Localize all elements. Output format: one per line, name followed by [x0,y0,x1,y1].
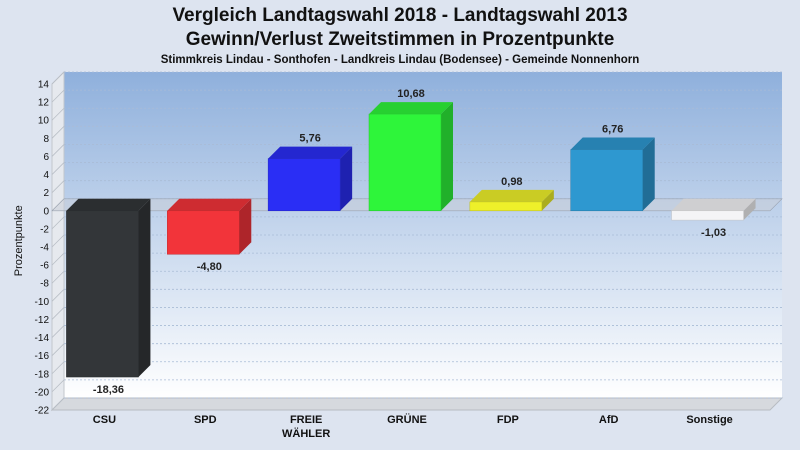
bar-front [368,113,442,212]
y-axis-label: Prozentpunkte [13,205,25,276]
value-label: -18,36 [93,384,124,396]
value-label: 6,76 [602,124,623,136]
value-label: -1,03 [701,227,726,239]
bar-side [541,189,554,211]
bar-grüne [368,102,453,212]
category-label: FREIE [290,414,322,426]
bars [66,102,756,378]
value-label: 10,68 [397,88,425,100]
gridline-side [51,343,65,356]
gridline-side [51,162,65,175]
gridline-side [51,144,65,157]
gridline-side [51,397,65,411]
gridline-side [51,379,65,393]
y-tick-label: 0 [43,206,49,217]
category-label: GRÜNE [387,413,427,426]
y-tick-label: -20 [35,387,50,398]
bar-fdp [469,189,554,212]
bar-side [239,198,252,255]
bar-top [671,198,756,211]
bar-front [167,210,240,255]
y-tick-label: -18 [35,369,50,380]
gridline-side [51,216,65,230]
y-tick-label: -16 [35,351,50,362]
bar-top [268,146,353,159]
gridline-side [51,234,65,248]
bar-side [441,102,453,211]
bar-sonstige [671,198,756,221]
y-tick-label: 10 [38,116,50,127]
gridline-side [51,107,65,121]
y-tick-label: -6 [40,261,49,272]
gridline-side [51,270,65,284]
gridline-side [51,89,65,103]
chart-caption: Stimmkreis Lindau - Sonthofen - Landkrei… [160,54,640,66]
category-label: FDP [497,414,519,426]
category-label: AfD [599,414,619,426]
value-label: -4,80 [197,261,222,273]
y-tick-label: 14 [38,80,50,91]
y-tick-label: -22 [35,406,50,417]
bar-front [671,210,744,221]
chart-subtitle: Gewinn/Verlust Zweitstimmen in Prozentpu… [185,29,615,50]
category-label: CSU [93,414,116,426]
bar-side [642,137,655,211]
bar-front [469,201,543,212]
bar-front [267,158,341,212]
category-label: SPD [194,414,217,426]
y-tick-label: 2 [43,188,49,199]
gridline-side [51,325,65,338]
gridline-side [51,252,65,266]
chart-title: Vergleich Landtagswahl 2018 - Landtagswa… [172,5,628,26]
y-tick-label: -12 [35,315,50,326]
y-tick-label: -10 [35,297,50,308]
labels: 14 12 10 8 6 4 2 0 -2 -4 -6 -8 -10 -12 -14 -16 -18 -20 -22… [13,80,733,441]
category-label: Sonstige [686,414,732,426]
plot-floor [50,397,784,411]
category-label: WÄHLER [282,427,330,440]
bar-freie-wähler [267,146,353,212]
bar-side [340,146,353,211]
y-tick-label: -14 [35,333,50,344]
y-tick-label: -4 [40,243,49,254]
value-label: 5,76 [299,133,320,145]
bar-side [138,198,151,378]
bar-top [167,198,252,211]
gridline-side [51,361,65,375]
bar-top [570,137,655,150]
bar-front [570,149,643,212]
gridline-side [51,289,65,302]
bar-top [469,189,554,202]
bar-top [369,102,453,115]
bar-afd [570,137,655,212]
bar-side [743,198,756,221]
gridline-side [51,307,65,320]
y-tick-label: 12 [38,98,50,109]
value-label: 0,98 [501,176,522,188]
bar-csu [66,198,151,378]
bar-front [66,210,139,378]
y-tick-label: -2 [40,224,49,235]
y-tick-label: 4 [43,170,49,181]
gridline-side [51,126,65,139]
y-tick-label: 6 [43,152,49,163]
y-tick-label: 8 [43,134,49,145]
gridline-side [51,180,65,193]
y-tick-label: -8 [40,279,49,290]
gridline-side [51,71,65,85]
bar-top [66,198,151,211]
bar-spd [167,198,252,255]
